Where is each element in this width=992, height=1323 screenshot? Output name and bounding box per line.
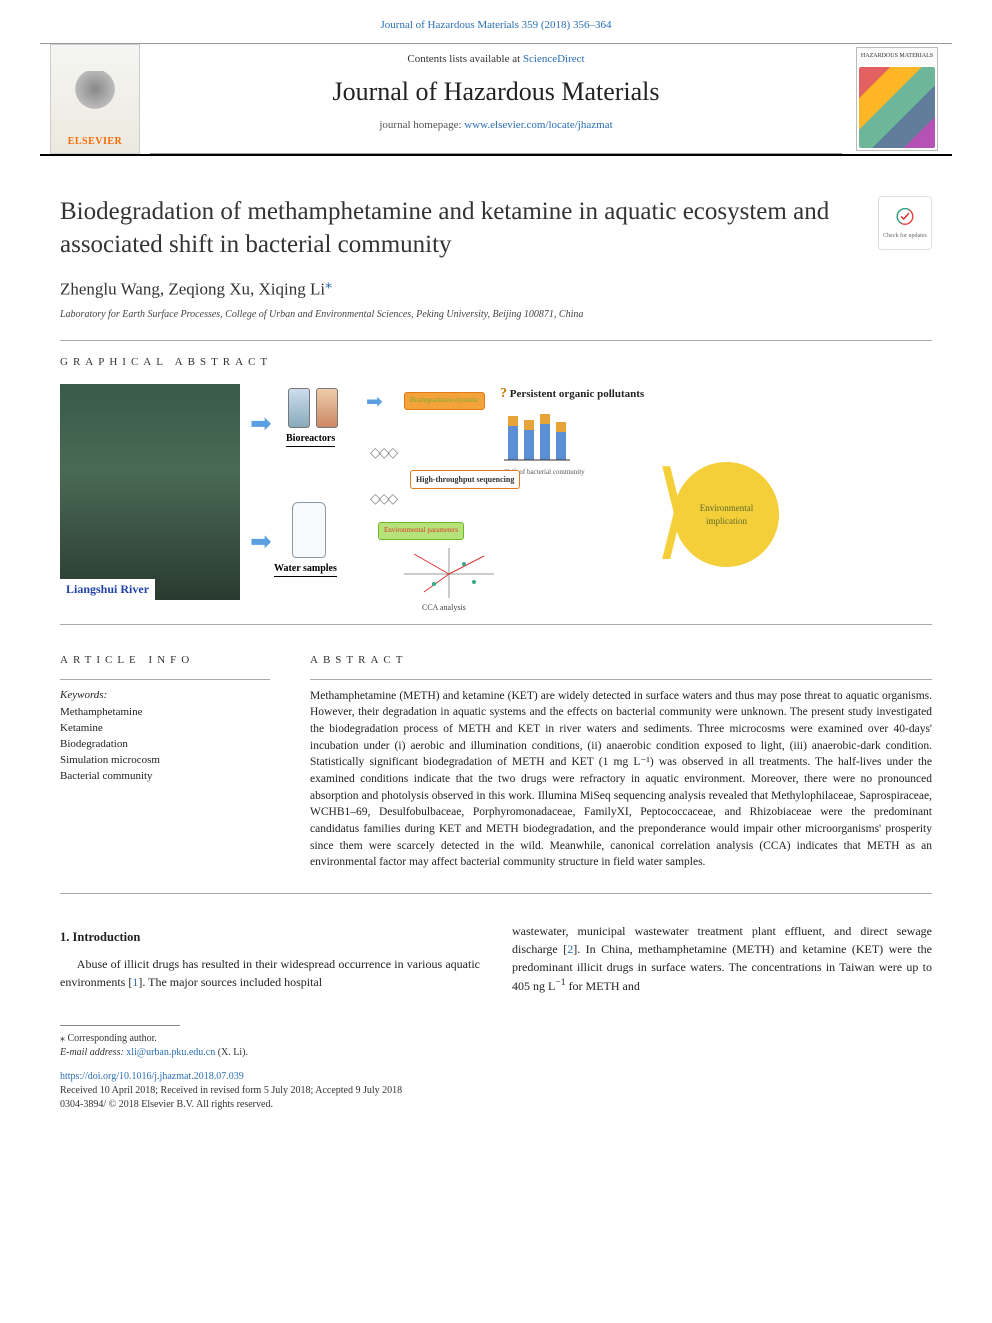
elsevier-brand: ELSEVIER <box>68 135 123 149</box>
masthead-center: Contents lists available at ScienceDirec… <box>150 44 842 154</box>
article-info: ARTICLE INFO Keywords: Methamphetamine K… <box>60 639 270 871</box>
question-icon: ? <box>500 386 507 401</box>
elsevier-logo: ELSEVIER <box>50 44 140 154</box>
homepage-pre: journal homepage: <box>379 119 464 131</box>
crossmark-icon <box>892 206 918 232</box>
info-abstract-row: ARTICLE INFO Keywords: Methamphetamine K… <box>60 639 932 871</box>
body-text: ]. The major sources included hospital <box>138 975 322 989</box>
body-columns: 1. Introduction Abuse of illicit drugs h… <box>60 922 932 995</box>
check-updates-label: Check for updates <box>883 232 927 240</box>
arrow-icon: ➡ <box>250 524 272 560</box>
flask-icon <box>288 388 310 428</box>
bottle-icon <box>292 502 326 558</box>
footnote-rule <box>60 1025 180 1026</box>
ga-flow-diagram: ➡ Bioreactors ➡ Water samples Biodegrada… <box>254 384 932 600</box>
flask-icon <box>316 388 338 428</box>
keywords-list: Methamphetamine Ketamine Biodegradation … <box>60 705 270 785</box>
keyword: Bacterial community <box>60 769 270 785</box>
contents-pre: Contents lists available at <box>407 53 522 65</box>
ga-pop-text: Persistent organic pollutants <box>510 388 644 400</box>
body-paragraph: Abuse of illicit drugs has resulted in t… <box>60 955 480 991</box>
homepage-line: journal homepage: www.elsevier.com/locat… <box>150 118 842 133</box>
ga-cca-plot-icon <box>394 544 504 602</box>
journal-reference: Journal of Hazardous Materials 359 (2018… <box>0 0 992 43</box>
ga-biodeg-box: Biodegradation dynamic <box>404 392 485 410</box>
ga-env-impl-circle: Environmental implication <box>674 462 779 567</box>
email-suffix: (X. Li). <box>215 1047 248 1058</box>
email-line: E-mail address: xli@urban.pku.edu.cn (X.… <box>60 1046 932 1060</box>
doi-link[interactable]: https://doi.org/10.1016/j.jhazmat.2018.0… <box>60 1071 244 1082</box>
contents-line: Contents lists available at ScienceDirec… <box>150 52 842 67</box>
journal-ref-link[interactable]: Journal of Hazardous Materials 359 (2018… <box>381 19 612 31</box>
corresponding-author-note: ⁎ Corresponding author. <box>60 1032 932 1046</box>
separator <box>60 893 932 894</box>
superscript: −1 <box>555 977 565 988</box>
intro-heading: 1. Introduction <box>60 928 480 947</box>
ga-river-photo: Liangshui River <box>60 384 240 600</box>
ga-env-params-box: Environmental parameters <box>378 522 464 540</box>
journal-title: Journal of Hazardous Materials <box>150 74 842 110</box>
ga-pop-label: ? Persistent organic pollutants <box>500 384 644 404</box>
abstract: ABSTRACT Methamphetamine (METH) and keta… <box>310 639 932 871</box>
affiliation: Laboratory for Earth Surface Processes, … <box>60 308 932 322</box>
email-link[interactable]: xli@urban.pku.edu.cn <box>126 1047 215 1058</box>
ga-hts-box: High-throughput sequencing <box>410 470 520 489</box>
ga-cca-label: CCA analysis <box>422 602 466 613</box>
cover-thumb-art <box>859 67 935 149</box>
molecule-icon: ◇◇◇ <box>370 490 396 510</box>
separator <box>60 340 932 341</box>
keywords-label: Keywords: <box>60 688 270 703</box>
issn-line: 0304-3894/ © 2018 Elsevier B.V. All righ… <box>60 1098 932 1112</box>
doi-line: https://doi.org/10.1016/j.jhazmat.2018.0… <box>60 1070 932 1084</box>
check-updates-badge[interactable]: Check for updates <box>878 196 932 250</box>
homepage-link[interactable]: www.elsevier.com/locate/jhazmat <box>464 119 612 131</box>
article-info-label: ARTICLE INFO <box>60 653 270 668</box>
keyword: Simulation microcosm <box>60 753 270 769</box>
graphical-abstract: Liangshui River ➡ Bioreactors ➡ Water sa… <box>60 380 932 610</box>
corresponding-mark: ⁎ <box>325 277 332 292</box>
ga-photo-caption: Liangshui River <box>60 579 155 600</box>
arrow-icon: ➡ <box>250 406 272 442</box>
article-body: Biodegradation of methamphetamine and ke… <box>0 156 992 1015</box>
separator <box>310 679 932 680</box>
body-text: for METH and <box>566 979 640 993</box>
separator <box>60 679 270 680</box>
elsevier-tree-icon <box>70 71 120 131</box>
ga-water-samples-label: Water samples <box>274 562 337 577</box>
email-label: E-mail address: <box>60 1047 126 1058</box>
journal-cover-thumb: HAZARDOUS MATERIALS <box>856 47 938 151</box>
keyword: Methamphetamine <box>60 705 270 721</box>
title-row: Biodegradation of methamphetamine and ke… <box>60 196 932 261</box>
author-list: Zhenglu Wang, Zeqiong Xu, Xiqing Li <box>60 280 325 299</box>
abstract-label: ABSTRACT <box>310 653 932 668</box>
ga-bioreactors-label: Bioreactors <box>286 432 335 447</box>
publisher-logo-cell: ELSEVIER <box>40 44 150 154</box>
separator <box>60 624 932 625</box>
masthead: ELSEVIER Contents lists available at Sci… <box>40 43 952 156</box>
footer: ⁎ Corresponding author. E-mail address: … <box>0 1015 992 1142</box>
keyword: Biodegradation <box>60 737 270 753</box>
keyword: Ketamine <box>60 721 270 737</box>
ga-bioreactor-icons <box>288 388 338 428</box>
arrow-icon: ➡ <box>366 388 383 416</box>
molecule-icon: ◇◇◇ <box>370 444 396 464</box>
cover-thumb-title: HAZARDOUS MATERIALS <box>857 48 937 64</box>
authors: Zhenglu Wang, Zeqiong Xu, Xiqing Li⁎ <box>60 275 932 301</box>
ga-barchart-icon <box>504 406 614 466</box>
article-title: Biodegradation of methamphetamine and ke… <box>60 196 862 261</box>
abstract-text: Methamphetamine (METH) and ketamine (KET… <box>310 688 932 871</box>
graphical-abstract-label: GRAPHICAL ABSTRACT <box>60 355 932 370</box>
history-line: Received 10 April 2018; Received in revi… <box>60 1084 932 1098</box>
body-paragraph: wastewater, municipal wastewater treatme… <box>512 922 932 995</box>
cover-thumb-cell: HAZARDOUS MATERIALS <box>842 44 952 154</box>
sciencedirect-link[interactable]: ScienceDirect <box>523 53 585 65</box>
